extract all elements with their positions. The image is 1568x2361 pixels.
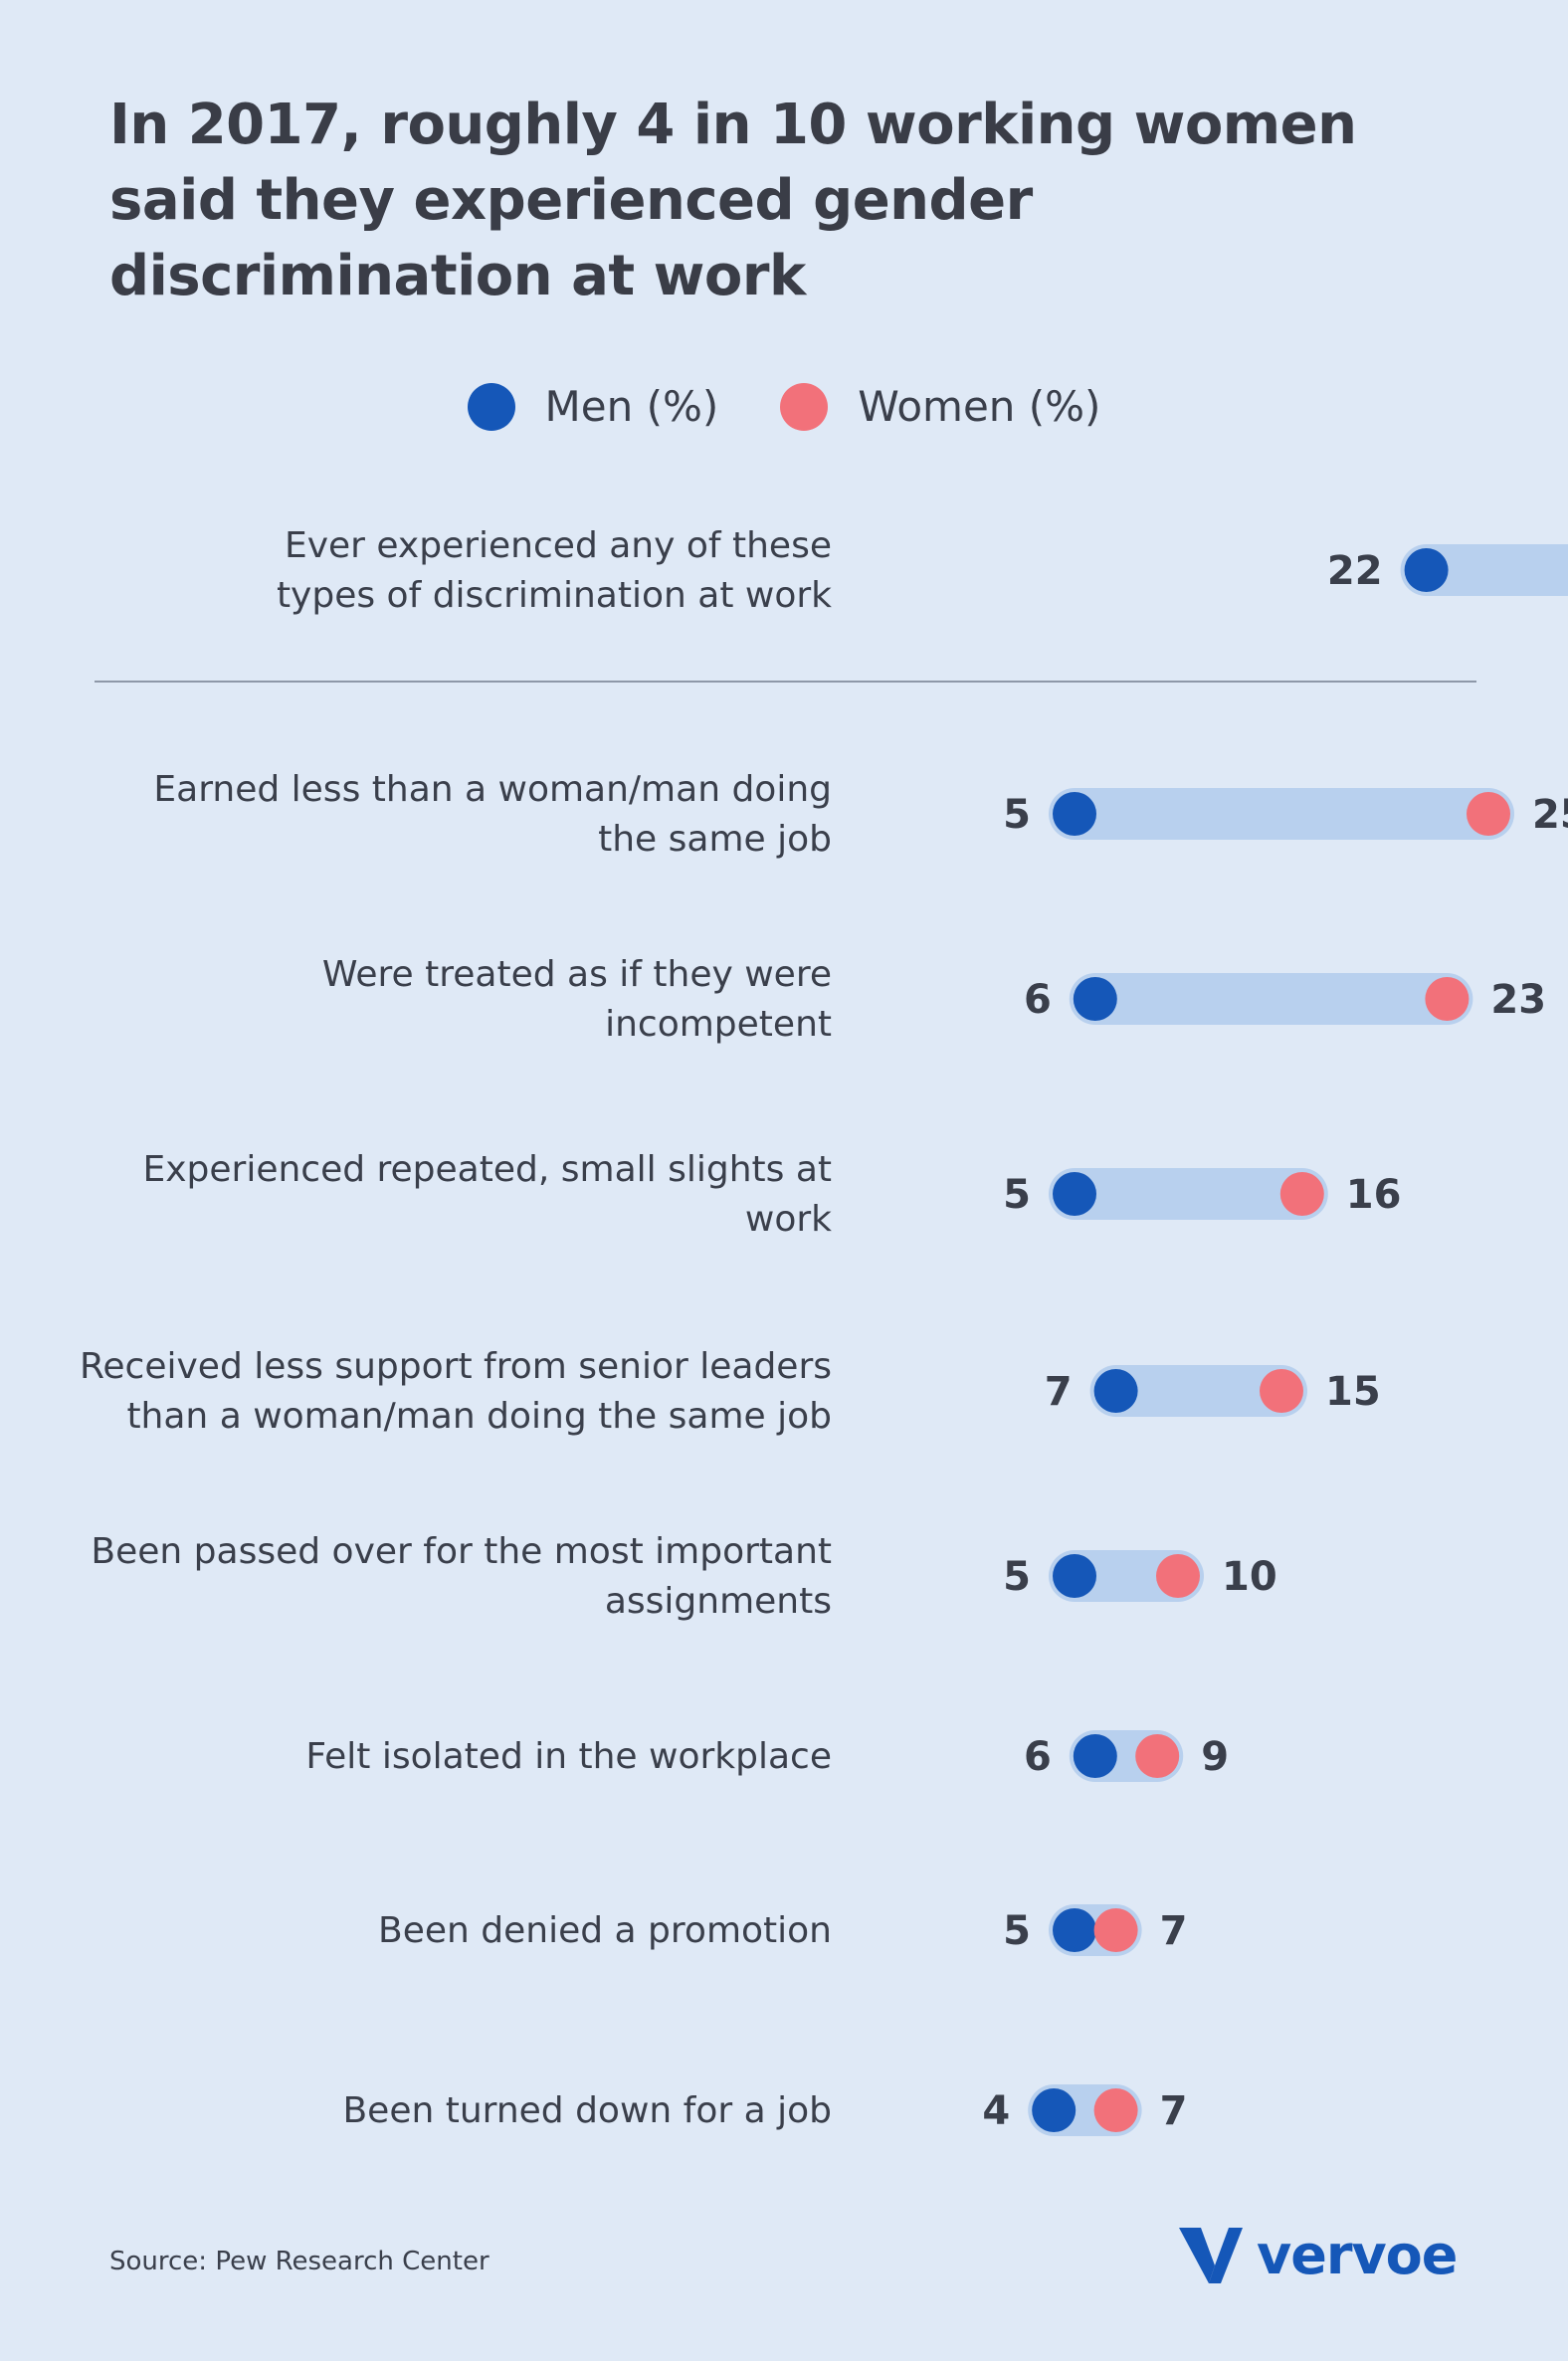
women-dot <box>1135 1734 1180 1778</box>
men-value-label: 5 <box>1003 1172 1031 1218</box>
row-label: Earned less than a woman/man doing <box>153 769 832 810</box>
men-dot <box>1032 2088 1077 2132</box>
legend-men-dot-icon <box>467 382 515 431</box>
men-value-label: 6 <box>1024 1734 1052 1780</box>
men-dot <box>1073 977 1117 1021</box>
women-value-label: 7 <box>1160 2088 1188 2134</box>
women-value-label: 15 <box>1325 1369 1381 1415</box>
men-dot <box>1093 1369 1138 1413</box>
men-dot <box>1053 1908 1096 1952</box>
row-label: incompetent <box>605 1004 832 1045</box>
men-dot <box>1404 548 1449 592</box>
vervoe-v-logo-icon <box>1179 2227 1243 2283</box>
row-label: assignments <box>605 1581 832 1622</box>
range-bar <box>1069 973 1473 1025</box>
men-dot <box>1053 1554 1096 1598</box>
row-label: Received less support from senior leader… <box>80 1346 832 1387</box>
row-label: types of discrimination at work <box>277 575 832 616</box>
row-label: Experienced repeated, small slights at <box>142 1149 832 1190</box>
row-label: Were treated as if they were <box>322 954 832 995</box>
legend-women-label: Women (%) <box>858 382 1101 431</box>
men-value-label: 5 <box>1003 792 1031 838</box>
men-value-label: 6 <box>1024 977 1052 1023</box>
row-label: Been denied a promotion <box>378 1910 832 1951</box>
men-value-label: 5 <box>1003 1908 1031 1954</box>
brand-logo: vervoe <box>1179 2224 1458 2286</box>
women-value-label: 16 <box>1346 1172 1402 1218</box>
range-bar <box>1049 1168 1328 1220</box>
legend: Men (%) Women (%) <box>0 382 1568 431</box>
row-label: the same job <box>598 819 832 860</box>
brand-name: vervoe <box>1257 2224 1458 2286</box>
row-label: Been passed over for the most important <box>91 1531 832 1572</box>
legend-item-men: Men (%) <box>467 382 719 431</box>
women-value-label: 7 <box>1160 1908 1188 1954</box>
legend-women-dot-icon <box>780 382 829 431</box>
men-dot <box>1053 792 1096 836</box>
women-dot <box>1093 1908 1138 1952</box>
row-label: Ever experienced any of these <box>285 525 832 566</box>
men-value-label: 4 <box>982 2088 1010 2134</box>
men-dot <box>1073 1734 1117 1778</box>
legend-men-label: Men (%) <box>544 382 719 431</box>
men-value-label: 7 <box>1045 1369 1073 1415</box>
men-value-label: 5 <box>1003 1554 1031 1600</box>
women-value-label: 23 <box>1490 977 1546 1023</box>
women-value-label: 9 <box>1201 1734 1229 1780</box>
women-value-label: 10 <box>1222 1554 1277 1600</box>
women-dot <box>1467 792 1510 836</box>
row-label: Felt isolated in the workplace <box>305 1736 832 1777</box>
chart-title: In 2017, roughly 4 in 10 working women s… <box>109 93 1357 308</box>
source-note: Source: Pew Research Center <box>109 2247 490 2276</box>
women-dot <box>1093 2088 1138 2132</box>
legend-item-women: Women (%) <box>780 382 1100 431</box>
row-label: Been turned down for a job <box>342 2090 832 2131</box>
women-dot <box>1156 1554 1200 1598</box>
row-label: than a woman/man doing the same job <box>126 1396 832 1437</box>
women-dot <box>1260 1369 1303 1413</box>
women-dot <box>1279 1172 1324 1216</box>
men-value-label: 22 <box>1327 548 1383 594</box>
women-dot <box>1425 977 1470 1021</box>
row-label: work <box>745 1199 832 1240</box>
men-dot <box>1053 1172 1096 1216</box>
women-value-label: 25 <box>1532 792 1568 838</box>
range-bar <box>1049 788 1514 840</box>
range-bar <box>1089 1365 1307 1417</box>
